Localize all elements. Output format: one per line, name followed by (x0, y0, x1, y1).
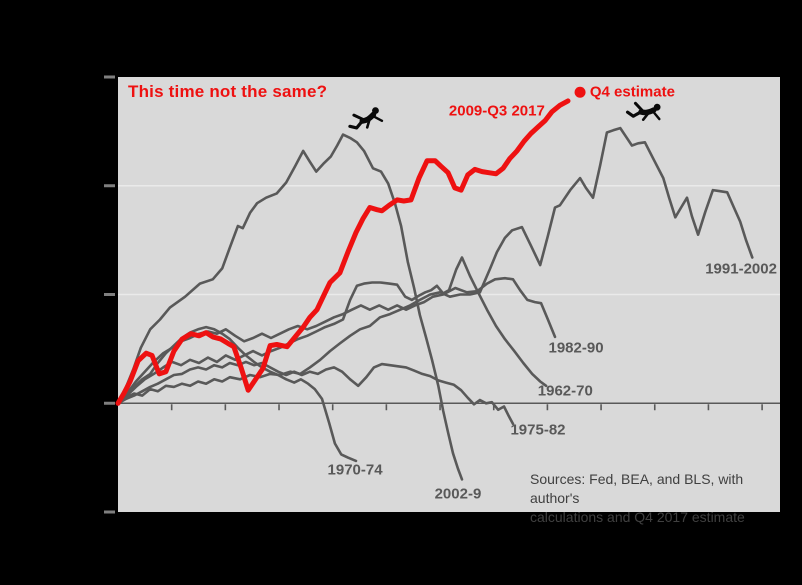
falling-person-icon-part (365, 115, 372, 129)
falling-person-icon-part (652, 110, 661, 121)
series-label-1962-70: 1962-70 (537, 382, 593, 400)
falling-person-icon-part (348, 119, 364, 130)
series-label-1975-82: 1975-82 (510, 421, 566, 439)
chart-title: This time not the same? (128, 82, 328, 101)
series-label-1970-74: 1970-74 (327, 461, 383, 479)
falling-person-icon-part (641, 109, 652, 121)
source-note-line-1: Sources: Fed, BEA, and BLS, with author'… (530, 471, 744, 506)
falling-person-icon-part (625, 110, 643, 118)
series-label-q4-estimate: Q4 estimate (589, 83, 675, 101)
series-label-1982-90: 1982-90 (548, 339, 604, 357)
falling-person-icon-part (372, 115, 384, 123)
series-line-1975-82 (116, 360, 515, 426)
series-line-1991-2002 (116, 126, 754, 405)
series-line-2002-9 (116, 133, 464, 481)
series-line-1962-70 (116, 256, 548, 405)
source-note: Sources: Fed, BEA, and BLS, with author'… (530, 470, 780, 527)
series-line-1970-74 (116, 325, 358, 463)
falling-person-icon-part (633, 101, 644, 113)
falling-person-icon-part (352, 113, 365, 121)
series-line-2009-q3-2017 (115, 98, 571, 406)
source-note-line-2: calculations and Q4 2017 estimate (530, 509, 745, 525)
series-label-2002-9: 2002-9 (434, 485, 482, 502)
q4-estimate-dot (574, 86, 586, 98)
falling-person-icon (625, 101, 661, 121)
falling-person-icon (348, 107, 384, 130)
series-line-1982-90 (116, 276, 557, 405)
series-label-2009-q3-2017: 2009-Q3 2017 (448, 102, 545, 120)
series-label-1991-2002: 1991-2002 (705, 260, 777, 278)
